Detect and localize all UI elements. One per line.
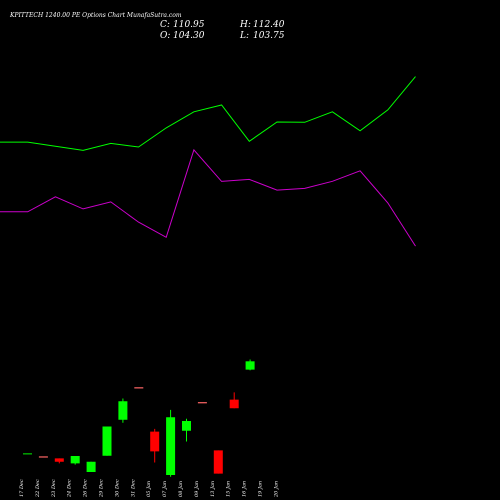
x-tick-label: 24 Dec [67,479,73,498]
candle-body [23,453,32,455]
candle-body [70,456,80,464]
candle-22-dec [38,456,48,458]
candle-body [102,426,112,456]
candle-05-jan [150,428,160,463]
candle-body [245,361,255,370]
candle-07-jan [166,409,176,477]
close-label: C: [160,20,170,30]
open-value: 104.30 [173,31,205,41]
candle-body [197,402,207,404]
candle-body [38,456,48,458]
candle-26-dec [86,461,96,472]
candle-30-dec [118,398,128,423]
candle-31-dec [134,387,144,389]
high-value: 112.40 [253,20,285,30]
x-tick-label: 17 Dec [19,479,25,497]
candle-23-dec [54,458,64,464]
upper-band-line [0,76,416,151]
high-label: H: [239,20,251,30]
x-tick-label: 16 Jan [242,481,248,497]
x-axis-tick-labels: 17 Dec 22 Dec 23 Dec 24 Dec 26 Dec 29 Dec 30 D… [19,479,279,498]
candle-body [213,450,223,474]
lower-band-line [0,148,416,247]
candle-body [86,461,96,472]
x-tick-label: 22 Dec [35,479,41,498]
open-label: O: [160,31,170,41]
x-tick-label: 05 Jan [146,481,152,497]
x-tick-label: 23 Dec [51,479,57,498]
x-tick-label: 07 Jan [162,481,168,497]
low-value: 103.75 [253,31,285,41]
candle-24-dec [70,456,80,465]
candle-body [134,387,144,389]
low-label: L: [239,31,249,41]
candles [23,359,255,477]
candle-body [118,401,128,420]
x-tick-label: 31 Dec [130,479,136,497]
candle-15-jan [229,392,239,409]
x-tick-label: 26 Dec [83,479,89,498]
candle-13-jan [213,450,223,474]
x-tick-label: 19 Jan [258,481,264,497]
x-tick-label: 08 Jan [178,481,184,497]
x-tick-label: 20 Jan [273,481,279,498]
candle-09-jan [197,402,207,404]
x-tick-label: 15 Jan [226,481,232,497]
chart-title: KPITTECH 1240.00 PE Options Chart Munafa… [9,12,182,19]
x-tick-label: 30 Dec [114,479,120,497]
candle-08-jan [182,418,191,442]
x-tick-label: 09 Jan [194,481,200,497]
candle-16-jan [245,359,255,371]
candle-29-dec [102,426,112,456]
candle-body [54,458,64,462]
chart-header: KPITTECH 1240.00 PE Options Chart Munafa… [9,12,285,41]
x-tick-label: 13 Jan [210,481,216,497]
x-tick-label: 29 Dec [99,479,105,498]
candle-body [182,421,191,431]
candle-17-dec [23,453,32,455]
candle-body [150,431,160,452]
indicator-lines [0,76,416,247]
candle-body [166,417,176,475]
candle-body [229,399,239,409]
close-value: 110.95 [173,20,205,30]
